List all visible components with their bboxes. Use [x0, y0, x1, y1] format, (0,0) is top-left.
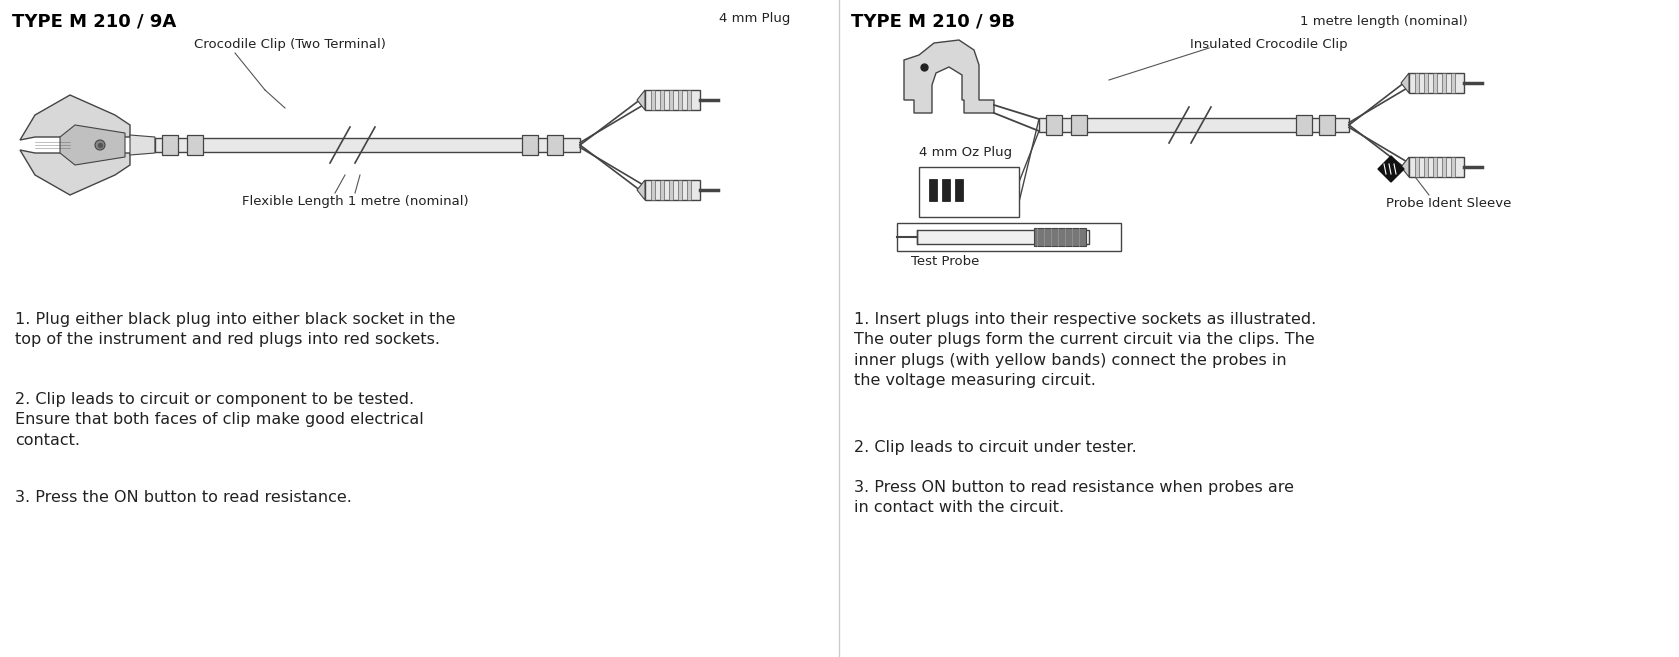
Bar — [1415, 157, 1419, 177]
Polygon shape — [20, 150, 129, 195]
Text: 2. Clip leads to circuit under tester.: 2. Clip leads to circuit under tester. — [855, 440, 1137, 455]
Circle shape — [96, 140, 106, 150]
Bar — [1071, 115, 1086, 135]
Bar — [1409, 73, 1464, 93]
Text: Flexible Length 1 metre (nominal): Flexible Length 1 metre (nominal) — [242, 195, 468, 208]
Bar — [1432, 73, 1437, 93]
Text: 2. Clip leads to circuit or component to be tested.
Ensure that both faces of cl: 2. Clip leads to circuit or component to… — [15, 392, 423, 448]
Bar — [1442, 157, 1446, 177]
Polygon shape — [20, 95, 129, 140]
Bar — [918, 167, 1019, 217]
Polygon shape — [60, 125, 124, 165]
Bar — [161, 135, 178, 155]
Text: TYPE M 210 / 9A: TYPE M 210 / 9A — [12, 12, 176, 30]
Bar — [942, 179, 950, 201]
Bar — [687, 90, 692, 110]
Bar — [154, 138, 579, 152]
Polygon shape — [636, 180, 645, 200]
Bar — [1415, 73, 1419, 93]
Bar — [645, 180, 700, 200]
Bar — [651, 90, 655, 110]
Bar — [897, 223, 1122, 251]
Bar — [660, 90, 663, 110]
Text: 4 mm Oz Plug: 4 mm Oz Plug — [918, 146, 1012, 159]
Bar — [668, 180, 673, 200]
Text: 1 metre length (nominal): 1 metre length (nominal) — [1300, 15, 1467, 28]
Bar — [1424, 157, 1429, 177]
Text: Crocodile Clip (Two Terminal): Crocodile Clip (Two Terminal) — [195, 38, 386, 51]
Bar — [1442, 73, 1446, 93]
Bar — [1409, 157, 1464, 177]
Bar — [1039, 118, 1348, 132]
Bar — [547, 135, 562, 155]
Bar — [1432, 157, 1437, 177]
Text: 1. Insert plugs into their respective sockets as illustrated.
The outer plugs fo: 1. Insert plugs into their respective so… — [855, 312, 1316, 388]
Bar — [1424, 73, 1429, 93]
Text: Probe Ident Sleeve: Probe Ident Sleeve — [1387, 197, 1511, 210]
Text: 3. Press ON button to read resistance when probes are
in contact with the circui: 3. Press ON button to read resistance wh… — [855, 480, 1295, 515]
Bar — [668, 90, 673, 110]
Text: 4 mm Plug: 4 mm Plug — [719, 12, 791, 25]
Text: Insulated Crocodile Clip: Insulated Crocodile Clip — [1190, 38, 1348, 51]
Bar — [645, 90, 700, 110]
Bar — [1451, 157, 1456, 177]
Polygon shape — [903, 40, 994, 113]
Text: 1. Plug either black plug into either black socket in the
top of the instrument : 1. Plug either black plug into either bl… — [15, 312, 455, 348]
Polygon shape — [636, 90, 645, 110]
Bar — [522, 135, 537, 155]
Bar — [687, 180, 692, 200]
Bar — [678, 180, 682, 200]
Text: 3. Press the ON button to read resistance.: 3. Press the ON button to read resistanc… — [15, 490, 353, 505]
Polygon shape — [1400, 157, 1409, 177]
Polygon shape — [129, 135, 154, 155]
Polygon shape — [1400, 73, 1409, 93]
Bar — [1046, 115, 1063, 135]
Bar — [917, 230, 1090, 244]
Bar — [955, 179, 964, 201]
Bar — [651, 180, 655, 200]
Bar — [1034, 228, 1086, 246]
Text: TYPE M 210 / 9B: TYPE M 210 / 9B — [851, 12, 1016, 30]
Polygon shape — [1378, 156, 1404, 182]
Bar — [660, 180, 663, 200]
Text: Test Probe: Test Probe — [912, 255, 979, 268]
Bar — [928, 179, 937, 201]
Bar — [678, 90, 682, 110]
Bar — [186, 135, 203, 155]
Bar — [1451, 73, 1456, 93]
Bar — [1320, 115, 1335, 135]
Bar — [1296, 115, 1311, 135]
